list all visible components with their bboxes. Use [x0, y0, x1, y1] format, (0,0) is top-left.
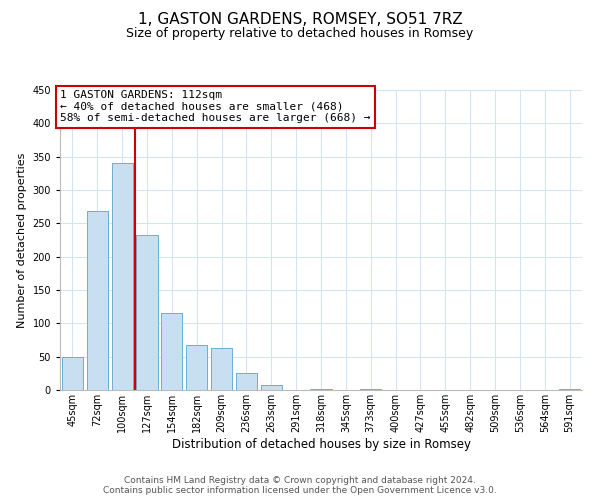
Bar — [186, 344, 207, 390]
Bar — [236, 374, 257, 390]
Y-axis label: Number of detached properties: Number of detached properties — [17, 152, 27, 328]
Bar — [310, 388, 332, 390]
Bar — [136, 234, 158, 390]
Bar — [161, 314, 182, 390]
Text: Size of property relative to detached houses in Romsey: Size of property relative to detached ho… — [127, 28, 473, 40]
Text: Contains HM Land Registry data © Crown copyright and database right 2024.
Contai: Contains HM Land Registry data © Crown c… — [103, 476, 497, 495]
Text: 1, GASTON GARDENS, ROMSEY, SO51 7RZ: 1, GASTON GARDENS, ROMSEY, SO51 7RZ — [137, 12, 463, 28]
X-axis label: Distribution of detached houses by size in Romsey: Distribution of detached houses by size … — [172, 438, 470, 450]
Bar — [62, 356, 83, 390]
Bar — [360, 388, 381, 390]
Bar — [211, 348, 232, 390]
Text: 1 GASTON GARDENS: 112sqm
← 40% of detached houses are smaller (468)
58% of semi-: 1 GASTON GARDENS: 112sqm ← 40% of detach… — [60, 90, 371, 123]
Bar — [559, 388, 580, 390]
Bar — [261, 386, 282, 390]
Bar — [87, 212, 108, 390]
Bar — [112, 164, 133, 390]
